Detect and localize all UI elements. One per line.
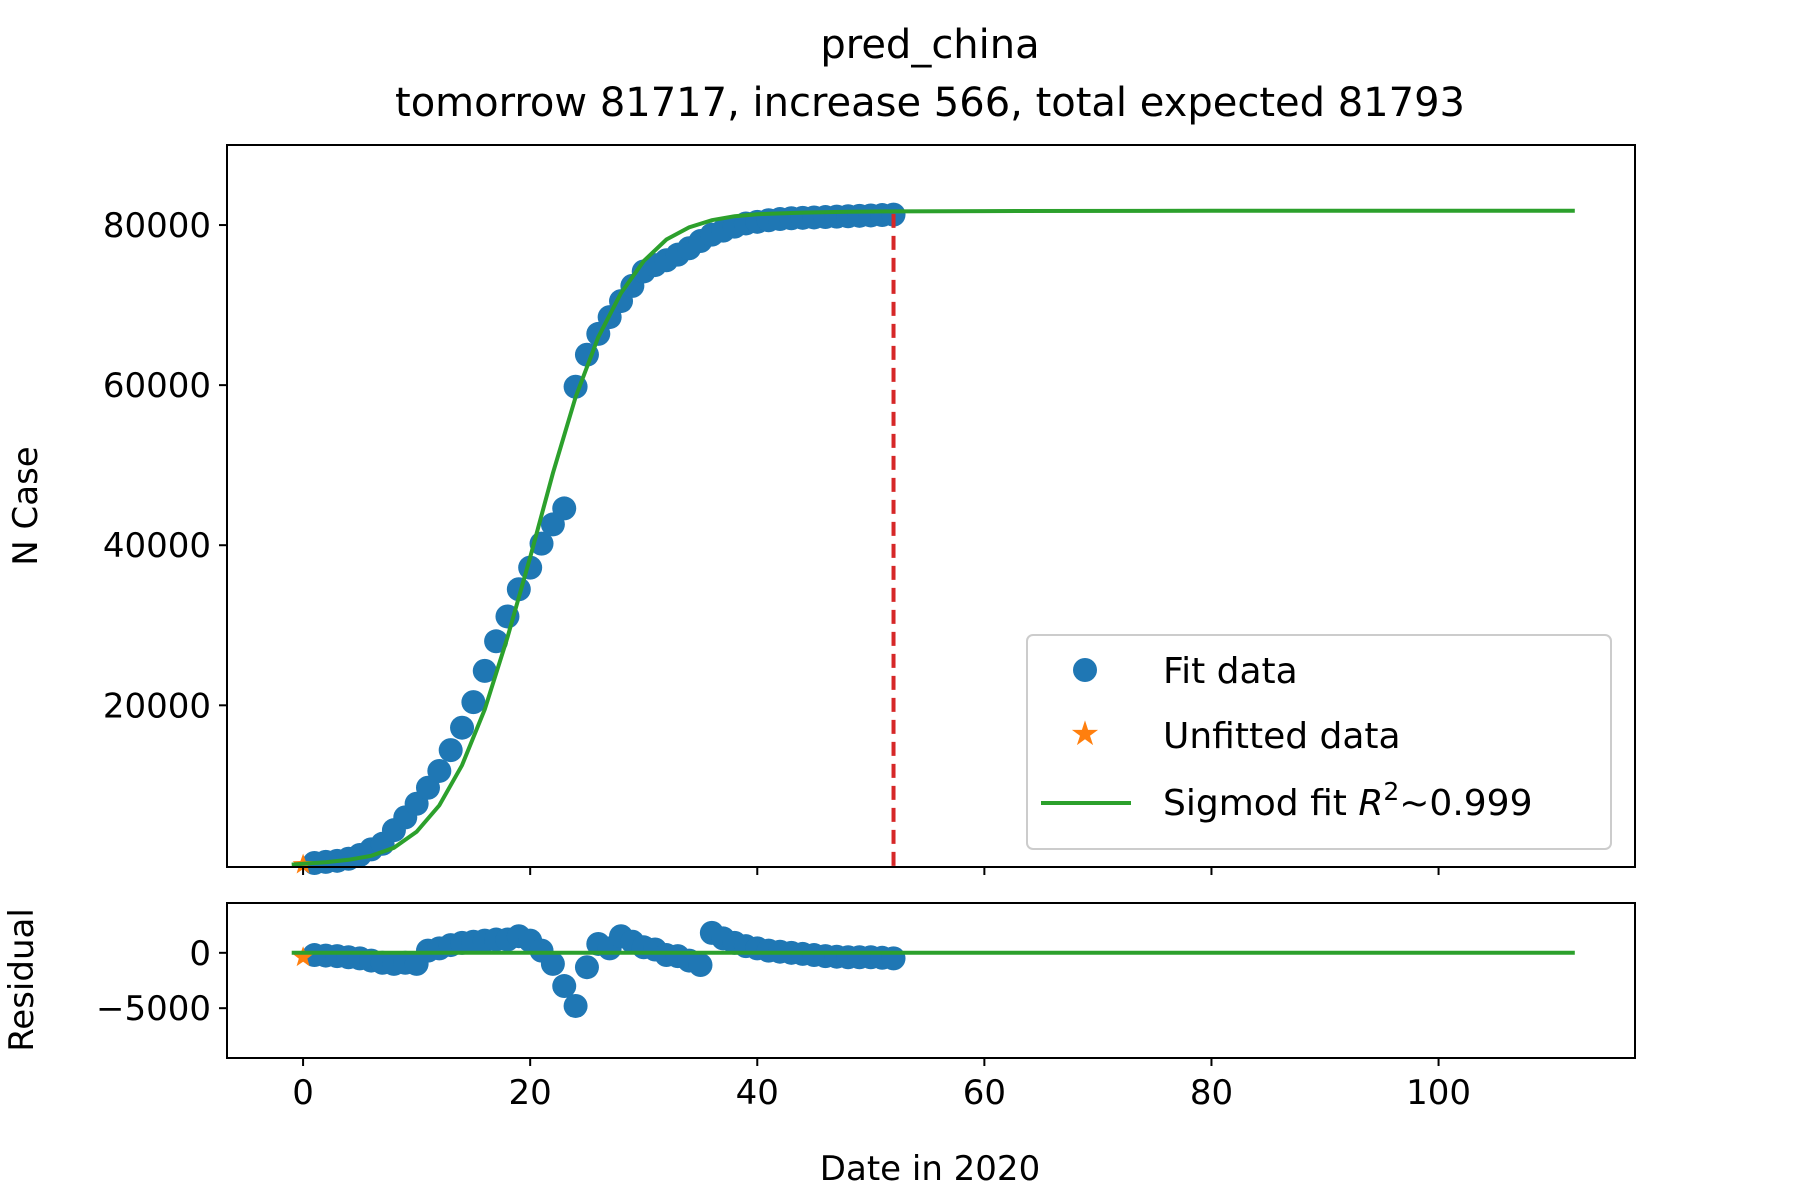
residual-plot-frame: [226, 902, 1636, 1059]
legend-fit-data-marker: [1073, 658, 1097, 682]
residual-plot-area: [227, 903, 1635, 1058]
legend-box: [1026, 634, 1612, 850]
legend-unfitted-data-marker: ★: [1070, 714, 1100, 754]
main-plot-content: [291, 202, 1575, 875]
legend-fit-line-label: Sigmod fit R2~0.999: [1163, 777, 1532, 824]
main-plot-frame: [226, 144, 1636, 868]
residual-y-tick-label: −5000: [96, 989, 211, 1029]
residual-data-point: [552, 974, 577, 999]
main-y-tick-label: 80000: [103, 206, 211, 246]
main-axis-ticks: 20000 40000 60000 80000: [103, 206, 1455, 894]
legend-fit-data-label: Fit data: [1163, 651, 1298, 692]
x-axis-label: Date in 2020: [820, 1149, 1040, 1189]
main-y-tick-label: 40000: [103, 526, 211, 566]
residual-data-point: [688, 953, 713, 977]
main-y-tick-label: 20000: [103, 686, 211, 726]
x-tick-label: 40: [736, 1073, 779, 1113]
x-tick-label: 0: [292, 1073, 314, 1113]
x-tick-label: 20: [509, 1073, 552, 1113]
x-tick-label: 80: [1190, 1073, 1233, 1113]
residual-data-point: [881, 946, 906, 971]
main-data-point: [450, 715, 475, 740]
x-tick-label: 60: [963, 1073, 1006, 1113]
legend-fit-symbol: R: [1358, 783, 1383, 824]
main-data-point: [472, 658, 497, 683]
residual-y-tick-label: 0: [189, 934, 211, 974]
residual-plot-content: [291, 920, 1575, 1018]
main-data-point: [484, 629, 509, 654]
main-panel: 20000 40000 60000 80000 N Case Fit data ★ U…: [6, 144, 1636, 894]
main-y-tick-label: 60000: [103, 366, 211, 406]
main-fit-line: [291, 208, 1575, 867]
residual-axis-ticks: 0 20 40 60 80 100 0 −5000: [96, 934, 1471, 1113]
main-data-point: [438, 738, 463, 763]
residual-unfitted-star: [292, 946, 314, 967]
residual-panel: 0 20 40 60 80 100 0 −5000 Residual Date in 2020: [2, 902, 1636, 1189]
main-y-axis-label: N Case: [6, 446, 46, 565]
legend: Fit data ★ Unfitted data Sigmod fit R2~0…: [1026, 634, 1612, 850]
main-data-point: [461, 690, 486, 715]
chart-title: pred_china: [820, 22, 1039, 68]
main-data-point: [427, 758, 452, 783]
legend-fit-prefix: Sigmod fit: [1163, 783, 1358, 824]
residual-data-point: [563, 993, 588, 1018]
main-data-point: [415, 775, 440, 800]
x-tick-label: 100: [1406, 1073, 1471, 1113]
residual-data-point: [540, 951, 565, 976]
chart-subtitle: tomorrow 81717, increase 566, total expe…: [395, 80, 1465, 126]
residual-data-point: [574, 955, 599, 980]
legend-unfitted-data-label: Unfitted data: [1163, 716, 1401, 757]
main-data-point: [552, 496, 577, 521]
residual-y-axis-label: Residual: [2, 908, 42, 1052]
legend-fit-power: 2: [1383, 777, 1399, 806]
legend-fit-suffix: ~0.999: [1399, 783, 1532, 824]
